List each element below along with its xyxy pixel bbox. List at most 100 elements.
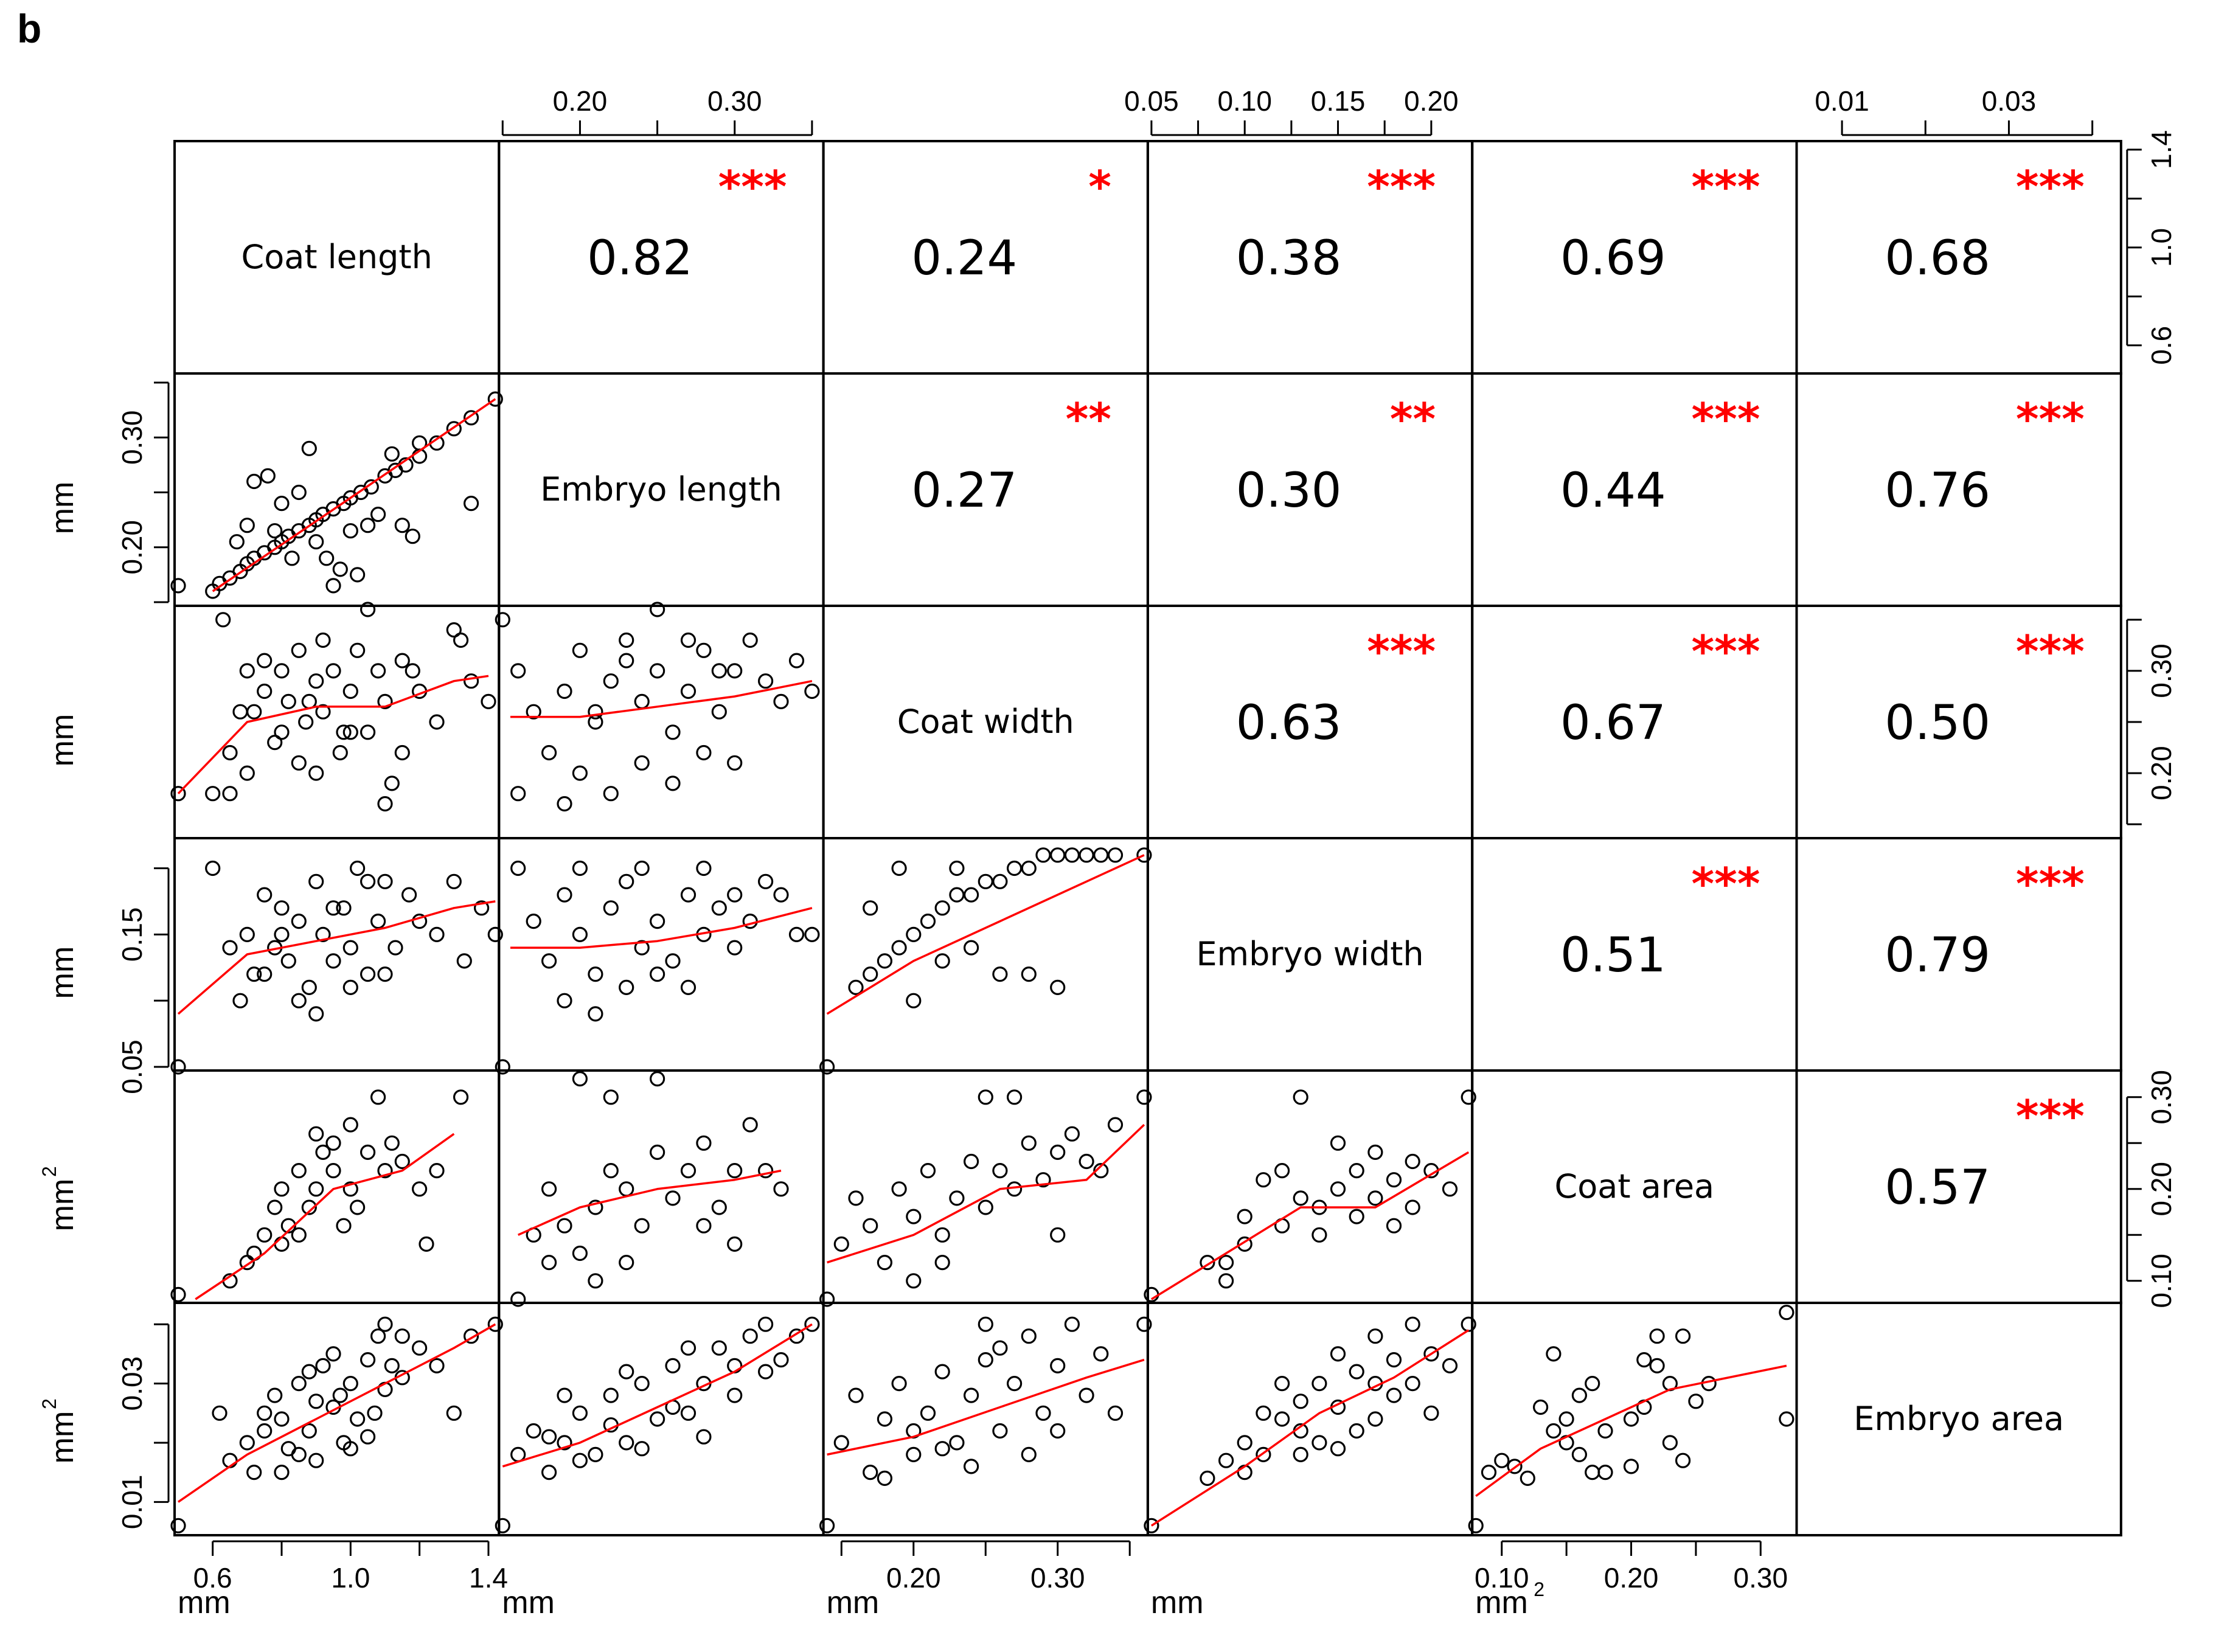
data-point [246,704,262,720]
data-point [742,1117,758,1133]
correlation-value-r1-c3: 0.30 [1236,463,1342,518]
scatter-panel-r4-c3 [1144,1089,1476,1302]
data-point [1136,1089,1152,1105]
data-point [257,683,273,699]
data-point [891,1181,907,1197]
data-point [360,1429,376,1445]
data-point [696,744,712,761]
diagonal-label-embryo-width: Embryo width [1196,935,1423,973]
correlation-value-r0-c4: 0.69 [1560,231,1666,286]
data-point [863,900,878,916]
data-point [1520,1470,1535,1486]
data-point [588,1199,603,1215]
data-point [308,1006,324,1022]
data-point [711,1199,727,1215]
data-point [274,926,290,943]
data-point [906,926,922,943]
significance-stars-r2-c5: *** [2016,626,2085,677]
data-point [1533,1399,1549,1415]
data-point [377,873,393,889]
data-point [1585,1376,1600,1392]
data-point [963,1459,979,1474]
data-point [1585,1465,1600,1480]
data-point [342,724,358,740]
data-point [360,966,376,982]
data-point [319,550,335,566]
data-point [325,578,341,594]
data-point [1461,1089,1476,1105]
data-point [370,1328,386,1344]
correlation-value-r3-c5: 0.79 [1885,928,1990,983]
bottom-unit-label: mm [1151,1585,1204,1620]
data-point [405,663,420,679]
left-tick-label: 0.05 [116,1039,148,1094]
significance-stars-r1-c4: *** [1692,394,1760,445]
data-point [1093,1346,1109,1362]
data-point [1349,1209,1364,1224]
data-point [315,632,331,648]
scatter-panel-r5-c0 [170,1316,503,1533]
data-point [291,1446,307,1462]
smoother-line [1150,1329,1470,1527]
data-point [1136,847,1152,863]
panel-frame-r4-c3 [1146,1069,1474,1304]
data-point [1050,847,1066,863]
data-point [1237,1209,1252,1224]
left-tick-label: 0.01 [116,1475,148,1530]
top-tick-label: 0.15 [1311,85,1366,117]
data-point [487,1316,503,1332]
data-point [274,1181,290,1197]
data-point [384,776,400,791]
data-point [773,887,789,903]
data-point [1571,1446,1587,1462]
top-tick-label: 0.03 [1982,85,2037,117]
data-point [1006,1089,1023,1105]
data-point [727,940,743,956]
data-point [267,523,283,539]
data-point [848,1190,864,1206]
data-point [1200,1255,1215,1271]
data-point [377,796,393,812]
data-point [1064,1126,1080,1142]
significance-stars-r0-c4: *** [1692,161,1760,212]
data-point [487,391,503,407]
data-point [1330,1346,1346,1362]
data-point [239,926,255,943]
panel-frame-r4-c0 [173,1069,501,1304]
data-point [360,724,376,740]
data-point [349,642,366,658]
data-point [665,776,681,791]
data-point [572,1452,588,1468]
data-point [325,953,341,969]
data-point [205,786,221,802]
data-point [308,673,324,689]
data-point [863,966,878,982]
data-point [1218,1255,1234,1271]
panel-frame-r5-c5 [1795,1302,2122,1536]
smoother-line [212,398,496,592]
right-tick-label: 0.10 [2145,1254,2177,1308]
data-point [336,900,352,916]
data-point [588,1446,603,1462]
data-point [332,561,348,577]
data-point [1021,1328,1037,1344]
data-point [510,860,526,876]
data-point [603,900,619,916]
data-point [387,940,403,956]
data-point [456,953,472,969]
data-point [205,860,221,876]
data-point [222,786,238,802]
data-point [804,1316,820,1332]
left-unit-label: mm [45,714,80,767]
data-point [934,1255,950,1271]
data-point [1405,1153,1420,1170]
data-point [588,1273,603,1289]
data-point [711,900,727,916]
data-point [222,940,238,956]
data-point [665,953,681,969]
panel-frame-r1-c0 [173,372,501,607]
diagonal-label-coat-length: Coat length [241,238,433,276]
data-point [274,900,290,916]
bottom-tick-label: 0.20 [1604,1562,1659,1594]
data-point [1507,1459,1523,1474]
